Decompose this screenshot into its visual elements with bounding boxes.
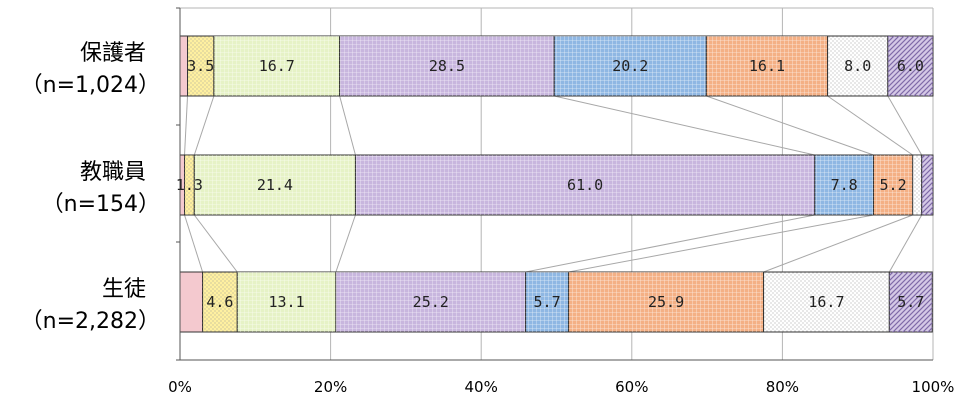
connector-line [335, 214, 356, 273]
bar-segment-pattern [814, 155, 874, 215]
bar-segment-pattern [194, 155, 356, 215]
data-label: 28.5 [429, 57, 465, 75]
axes [176, 7, 933, 361]
bar-segment-pattern [568, 272, 764, 332]
connector-line [339, 95, 356, 156]
bar-segment-pattern [202, 272, 238, 332]
bar-segment-pattern [213, 36, 340, 96]
bar-segment-pattern [525, 272, 569, 332]
category-label: 生徒 [102, 277, 146, 302]
data-label: 20.2 [612, 57, 648, 75]
x-tick-label: 80% [766, 378, 799, 396]
labels: 0% 20% 40% 60% 80% 100% 3.5 16.7 28.5 20.2 16.1 8.0… [21, 41, 955, 396]
data-label: 8.0 [844, 57, 871, 75]
bar-segment-pattern [889, 272, 933, 332]
category-n-label: （n=1,024） [21, 73, 160, 98]
connector-line [763, 214, 913, 273]
bar-segment-pattern [339, 36, 555, 96]
bar-segment-pattern [873, 155, 913, 215]
connector-line [193, 214, 238, 273]
data-label: 25.9 [648, 293, 684, 311]
category-label: 教職員 [80, 160, 146, 185]
data-label: 61.0 [567, 176, 603, 194]
connector-line [525, 214, 815, 273]
data-label: 16.1 [749, 57, 785, 75]
x-tick-label: 40% [465, 378, 498, 396]
bar-segment-pattern [335, 272, 526, 332]
data-label: 6.0 [897, 57, 924, 75]
x-tick-label: 0% [168, 378, 192, 396]
bar-segment-pattern [827, 36, 888, 96]
connector-line [184, 214, 204, 273]
bars [179, 35, 934, 333]
connector-line [193, 95, 215, 156]
data-label: 4.6 [206, 293, 233, 311]
x-tick-label: 60% [615, 378, 648, 396]
data-label: 5.2 [880, 176, 907, 194]
connector-line [706, 95, 874, 156]
data-label: 16.7 [259, 57, 295, 75]
bar-segment-pattern [355, 155, 815, 215]
bar-segment-pattern [887, 36, 933, 96]
data-label: 1.3 [176, 176, 203, 194]
x-tick-label: 100% [912, 378, 955, 396]
bar-segment-pattern [184, 155, 195, 215]
bar-segment-pattern [921, 155, 933, 215]
connector-line [887, 95, 923, 156]
bar-segment-pattern [763, 272, 890, 332]
x-tick-label: 20% [314, 378, 347, 396]
data-label: 21.4 [257, 176, 293, 194]
category-n-label: （n=2,282） [21, 309, 160, 334]
connector-lines [184, 95, 923, 273]
data-label: 7.8 [831, 176, 858, 194]
data-label: 5.7 [534, 293, 561, 311]
data-label: 3.5 [187, 57, 214, 75]
bar-segment-pattern [237, 272, 336, 332]
connector-line [184, 95, 189, 156]
data-label: 13.1 [268, 293, 304, 311]
category-n-label: （n=154） [42, 192, 160, 217]
connector-line [554, 95, 815, 156]
bar-segment-pattern [912, 155, 922, 215]
data-label: 25.2 [413, 293, 449, 311]
connector-line [888, 214, 923, 273]
bar-segment-pattern [554, 36, 707, 96]
data-label: 5.7 [897, 293, 924, 311]
bar-segment-pattern [706, 36, 828, 96]
bar-segment-pattern [187, 36, 214, 96]
data-label: 16.7 [808, 293, 844, 311]
connector-line [568, 214, 874, 273]
category-label: 保護者 [80, 41, 146, 66]
connector-line [827, 95, 913, 156]
bar-segment [179, 271, 204, 333]
